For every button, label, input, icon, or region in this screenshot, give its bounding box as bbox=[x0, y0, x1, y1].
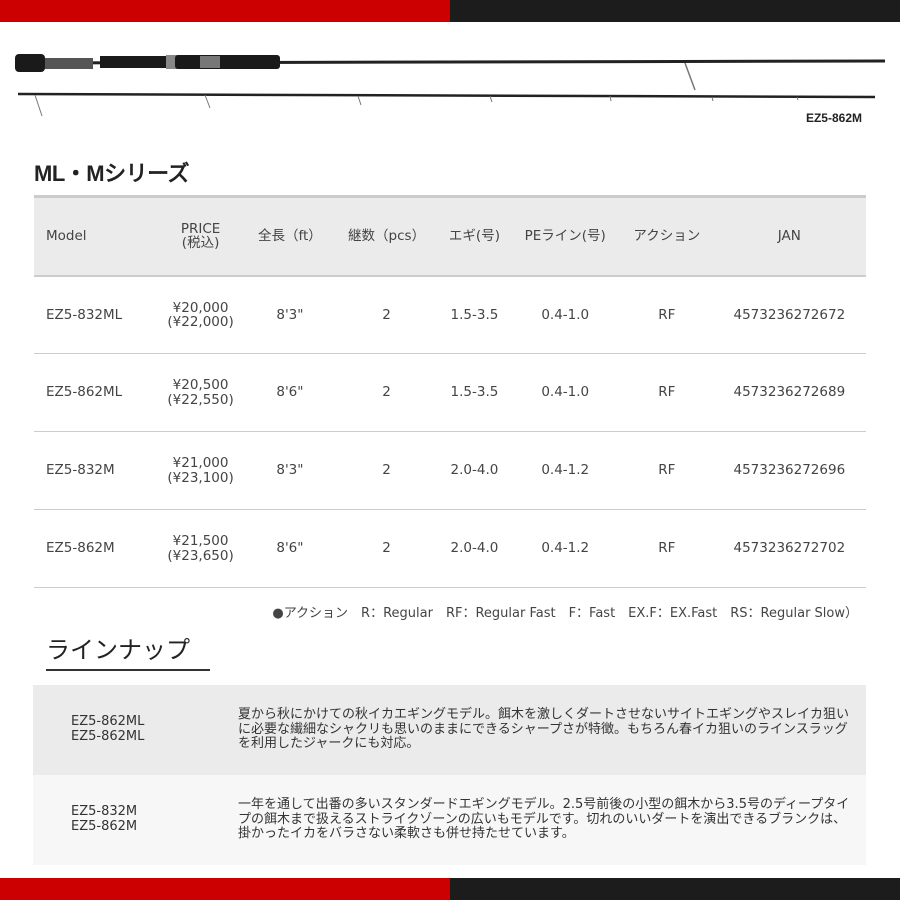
spec-table: Model PRICE (税込) 全長（ft） 継数（pcs） エギ(号) PE… bbox=[34, 195, 866, 588]
cell-price: ¥21,000 (¥23,100) bbox=[155, 431, 247, 510]
cell-egi: 1.5-3.5 bbox=[439, 353, 510, 432]
price-tax-value: (¥23,100) bbox=[167, 469, 234, 486]
cell-model: EZ5-862M bbox=[34, 509, 156, 588]
col-jan: JAN bbox=[712, 195, 866, 277]
cell-pcs: 2 bbox=[333, 509, 440, 588]
price-tax-value: (¥22,550) bbox=[167, 391, 234, 408]
cell-model: EZ5-862ML bbox=[34, 353, 156, 432]
lineup-description: 一年を通して出番の多いスタンダードエギングモデル。2.5号前後の小型の餌木から3… bbox=[238, 796, 850, 842]
cell-pe: 0.4-1.2 bbox=[509, 509, 621, 588]
rod-tip-section bbox=[17, 92, 876, 117]
cell-pcs: 2 bbox=[333, 353, 440, 432]
cell-action: RF bbox=[620, 431, 713, 510]
cell-egi: 1.5-3.5 bbox=[439, 275, 510, 354]
cell-length: 8'3" bbox=[246, 431, 334, 510]
cell-egi: 2.0-4.0 bbox=[439, 431, 510, 510]
price-value: ¥20,500 bbox=[172, 377, 229, 394]
cell-pe: 0.4-1.2 bbox=[509, 431, 621, 510]
bottom-banner bbox=[0, 878, 900, 900]
table-header-row: Model PRICE (税込) 全長（ft） 継数（pcs） エギ(号) PE… bbox=[34, 195, 866, 277]
lineup-description: 夏から秋にかけての秋イカエギングモデル。餌木を激しくダートさせないサイトエギング… bbox=[238, 706, 850, 752]
rod-butt-section bbox=[15, 54, 886, 91]
cell-model: EZ5-832ML bbox=[34, 275, 156, 354]
cell-price: ¥20,000 (¥22,000) bbox=[155, 275, 247, 354]
col-egi: エギ(号) bbox=[439, 195, 510, 277]
col-pcs: 継数（pcs） bbox=[333, 195, 440, 277]
lineup-list: EZ5-862ML EZ5-862ML 夏から秋にかけての秋イカエギングモデル。餌… bbox=[33, 685, 866, 865]
cell-pe: 0.4-1.0 bbox=[509, 353, 621, 432]
price-tax-value: (¥22,000) bbox=[167, 313, 234, 330]
top-banner bbox=[0, 0, 900, 22]
col-length: 全長（ft） bbox=[246, 195, 334, 277]
cell-pcs: 2 bbox=[333, 431, 440, 510]
lineup-model: EZ5-862M bbox=[71, 819, 138, 834]
lineup-model: EZ5-862ML bbox=[71, 729, 145, 744]
table-row: EZ5-862ML ¥20,500 (¥22,550) 8'6" 2 1.5-3.5 0.4… bbox=[34, 353, 866, 432]
action-legend: ●アクション R：Regular RF：Regular Fast F：Fast … bbox=[272, 606, 858, 621]
lineup-item: EZ5-832M EZ5-862M 一年を通して出番の多いスタンダードエギングモデ… bbox=[33, 775, 866, 865]
cell-egi: 2.0-4.0 bbox=[439, 509, 510, 588]
rod-image bbox=[15, 54, 886, 117]
cell-action: RF bbox=[620, 353, 713, 432]
price-tax-value: (¥23,650) bbox=[167, 547, 234, 564]
table-row: EZ5-832ML ¥20,000 (¥22,000) 8'3" 2 1.5-3.5 0.4… bbox=[34, 275, 866, 354]
table-row: EZ5-832M ¥21,000 (¥23,100) 8'3" 2 2.0-4.0 0.4-… bbox=[34, 431, 866, 510]
cell-model: EZ5-832M bbox=[34, 431, 156, 510]
cell-action: RF bbox=[620, 509, 713, 588]
rod-model-label: EZ5-862M bbox=[805, 111, 862, 125]
price-value: ¥21,500 bbox=[172, 533, 229, 550]
cell-length: 8'3" bbox=[246, 275, 334, 354]
lineup-model: EZ5-832M bbox=[71, 804, 138, 820]
col-price: PRICE (税込) bbox=[155, 195, 247, 277]
lineup-heading: ラインナップ bbox=[46, 630, 210, 671]
col-pe: PEライン(号) bbox=[509, 195, 621, 277]
col-action: アクション bbox=[620, 195, 713, 277]
cell-length: 8'6" bbox=[246, 509, 334, 588]
cell-price: ¥20,500 (¥22,550) bbox=[155, 353, 247, 432]
cell-length: 8'6" bbox=[246, 353, 334, 432]
cell-pe: 0.4-1.0 bbox=[509, 275, 621, 354]
col-model: Model bbox=[34, 195, 156, 277]
lineup-model: EZ5-862ML bbox=[71, 714, 145, 730]
cell-jan: 4573236272702 bbox=[712, 509, 866, 588]
cell-jan: 4573236272689 bbox=[712, 353, 866, 432]
lineup-item: EZ5-862ML EZ5-862ML 夏から秋にかけての秋イカエギングモデル。餌… bbox=[33, 685, 866, 775]
cell-jan: 4573236272696 bbox=[712, 431, 866, 510]
cell-action: RF bbox=[620, 275, 713, 354]
price-value: ¥21,000 bbox=[172, 455, 229, 472]
cell-pcs: 2 bbox=[333, 275, 440, 354]
table-row: EZ5-862M ¥21,500 (¥23,650) 8'6" 2 2.0-4.0 0.4-… bbox=[34, 509, 866, 588]
cell-price: ¥21,500 (¥23,650) bbox=[155, 509, 247, 588]
cell-jan: 4573236272672 bbox=[712, 275, 866, 354]
series-title: ML・Mシリーズ bbox=[34, 161, 190, 186]
price-value: ¥20,000 bbox=[172, 299, 229, 316]
